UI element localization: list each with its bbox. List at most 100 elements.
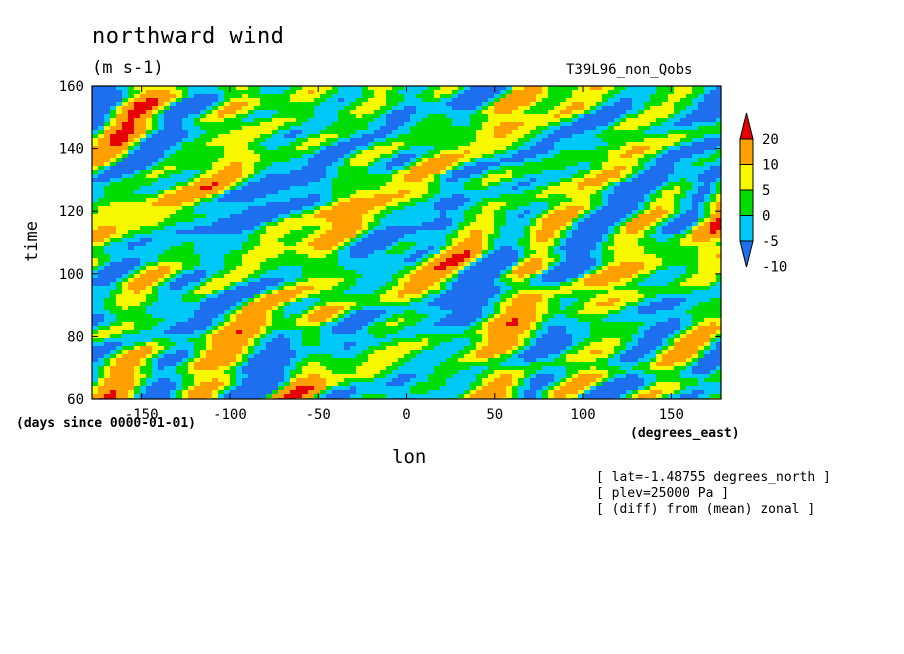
heatmap-cell xyxy=(488,110,495,115)
heatmap-cell xyxy=(464,182,471,187)
heatmap-cell xyxy=(140,210,147,215)
heatmap-cell xyxy=(188,166,195,171)
heatmap-cell xyxy=(110,126,117,131)
heatmap-cell xyxy=(566,226,573,231)
heatmap-cell xyxy=(224,138,231,143)
heatmap-cell xyxy=(470,118,477,123)
heatmap-cell xyxy=(146,134,153,139)
heatmap-cell xyxy=(530,102,537,107)
heatmap-cell xyxy=(224,90,231,95)
heatmap-cell xyxy=(500,182,507,187)
chart-title: northward wind xyxy=(92,24,285,49)
heatmap-cell xyxy=(380,182,387,187)
heatmap-cell xyxy=(206,174,213,179)
heatmap-cell xyxy=(320,202,327,207)
heatmap-cell xyxy=(236,94,243,99)
heatmap-cell xyxy=(422,90,429,95)
heatmap-cell xyxy=(302,238,309,243)
heatmap-cell xyxy=(428,142,435,147)
heatmap-cell xyxy=(512,118,519,123)
heatmap-cell xyxy=(296,198,303,203)
heatmap-cell xyxy=(242,178,249,183)
heatmap-cell xyxy=(398,210,405,215)
heatmap-cell xyxy=(614,202,621,207)
heatmap-cell xyxy=(686,210,693,215)
heatmap-cell xyxy=(224,266,231,271)
heatmap-cell xyxy=(296,118,303,123)
heatmap-cell xyxy=(368,246,375,251)
heatmap-cell xyxy=(266,158,273,163)
heatmap-cell xyxy=(200,242,207,247)
heatmap-cell xyxy=(380,98,387,103)
heatmap-cell xyxy=(188,94,195,99)
heatmap-cell xyxy=(260,154,267,159)
heatmap-cell xyxy=(326,246,333,251)
heatmap-cell xyxy=(212,262,219,267)
heatmap-cell xyxy=(530,98,537,103)
heatmap-cell xyxy=(152,242,159,247)
heatmap-cell xyxy=(368,106,375,111)
heatmap-cell xyxy=(578,226,585,231)
heatmap-cell xyxy=(338,274,345,279)
heatmap-cell xyxy=(176,250,183,255)
heatmap-cell xyxy=(260,106,267,111)
heatmap-cell xyxy=(626,242,633,247)
heatmap-cell xyxy=(128,190,135,195)
heatmap-cell xyxy=(584,114,591,119)
heatmap-cell xyxy=(218,90,225,95)
heatmap-cell xyxy=(392,210,399,215)
heatmap-cell xyxy=(584,138,591,143)
heatmap-cell xyxy=(458,186,465,191)
heatmap-cell xyxy=(512,142,519,147)
heatmap-cell xyxy=(140,202,147,207)
heatmap-cell xyxy=(566,222,573,227)
heatmap-cell xyxy=(122,122,129,127)
heatmap-cell xyxy=(662,206,669,211)
heatmap-cell xyxy=(116,262,123,267)
heatmap-cell xyxy=(392,274,399,279)
heatmap-cell xyxy=(524,138,531,143)
heatmap-cell xyxy=(206,122,213,127)
heatmap-cell xyxy=(506,126,513,131)
heatmap-cell xyxy=(146,194,153,199)
heatmap-cell xyxy=(662,222,669,227)
heatmap-cell xyxy=(650,162,657,167)
heatmap-cell xyxy=(602,250,609,255)
heatmap-cell xyxy=(134,186,141,191)
heatmap-cell xyxy=(368,186,375,191)
heatmap-cell xyxy=(176,266,183,271)
heatmap-cell xyxy=(176,238,183,243)
heatmap-cell xyxy=(188,206,195,211)
heatmap-cell xyxy=(260,250,267,255)
heatmap-cell xyxy=(656,126,663,131)
heatmap-cell xyxy=(602,114,609,119)
heatmap-cell xyxy=(554,266,561,271)
heatmap-cell xyxy=(344,94,351,99)
heatmap-cell xyxy=(518,134,525,139)
heatmap-cell xyxy=(212,170,219,175)
heatmap-cell xyxy=(308,90,315,95)
heatmap-cell xyxy=(602,210,609,215)
heatmap-cell xyxy=(452,98,459,103)
heatmap-cell xyxy=(482,214,489,219)
heatmap-cell xyxy=(314,226,321,231)
heatmap-cell xyxy=(530,266,537,271)
heatmap-cell xyxy=(650,142,657,147)
heatmap-cell xyxy=(128,106,135,111)
heatmap-cell xyxy=(206,234,213,239)
heatmap-cell xyxy=(692,142,699,147)
heatmap-cell xyxy=(398,230,405,235)
heatmap-cell xyxy=(398,226,405,231)
heatmap-cell xyxy=(638,154,645,159)
heatmap-cell xyxy=(236,194,243,199)
heatmap-cell xyxy=(164,106,171,111)
heatmap-cell xyxy=(278,142,285,147)
heatmap-cell xyxy=(440,118,447,123)
heatmap-cell xyxy=(440,110,447,115)
heatmap-cell xyxy=(278,178,285,183)
heatmap-cell xyxy=(218,262,225,267)
heatmap-cell xyxy=(542,158,549,163)
heatmap-cell xyxy=(236,90,243,95)
heatmap-cell xyxy=(410,170,417,175)
heatmap-cell xyxy=(464,206,471,211)
